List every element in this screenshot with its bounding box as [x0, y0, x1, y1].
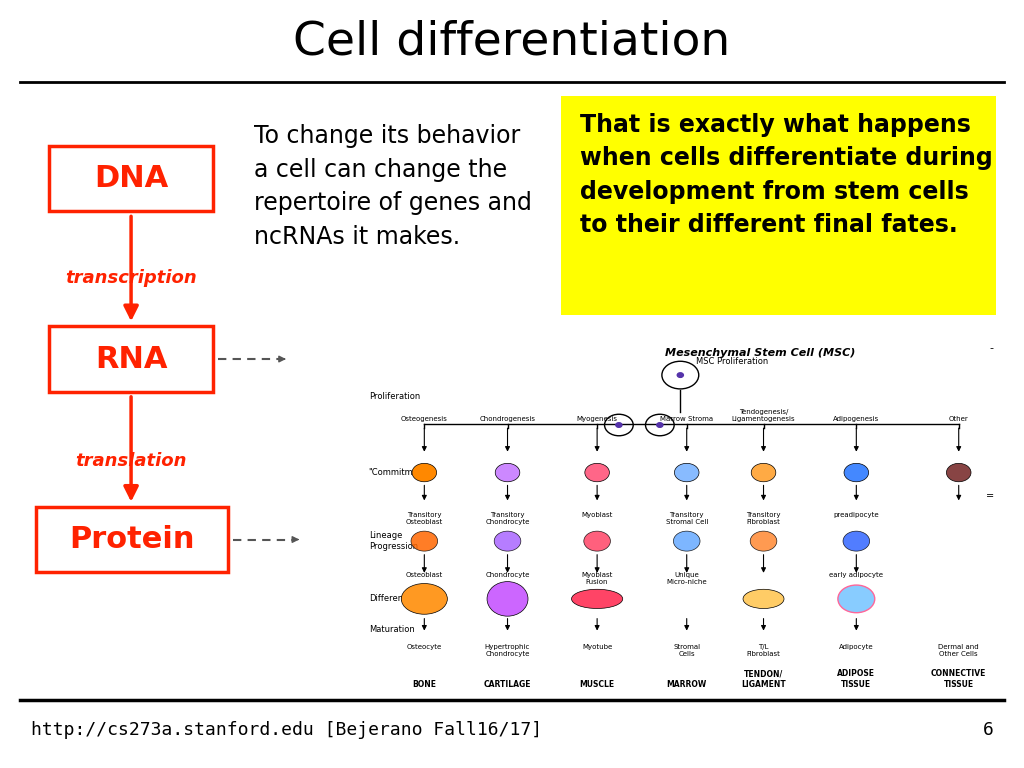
Text: Proliferation: Proliferation: [369, 392, 420, 401]
Text: Tendogenesis/
Ligamentogenesis: Tendogenesis/ Ligamentogenesis: [732, 409, 796, 422]
Text: MARROW: MARROW: [667, 680, 707, 689]
Circle shape: [843, 531, 869, 551]
Text: CARTILAGE: CARTILAGE: [483, 680, 531, 689]
Ellipse shape: [401, 584, 447, 614]
Text: Myoblast
Fusion: Myoblast Fusion: [582, 572, 612, 584]
Text: Transitory
Stromal Cell: Transitory Stromal Cell: [666, 512, 708, 525]
Circle shape: [584, 531, 610, 551]
Circle shape: [615, 422, 622, 427]
Text: Chondrogenesis: Chondrogenesis: [479, 416, 536, 422]
FancyBboxPatch shape: [49, 326, 213, 392]
Text: TENDON/
LIGAMENT: TENDON/ LIGAMENT: [741, 670, 785, 689]
Text: Differentiation: Differentiation: [369, 594, 430, 604]
Text: Myogenesis: Myogenesis: [577, 416, 617, 422]
Circle shape: [412, 463, 436, 482]
Text: Hypertrophic
Chondrocyte: Hypertrophic Chondrocyte: [484, 644, 530, 657]
Circle shape: [946, 463, 971, 482]
Text: early adipocyte: early adipocyte: [829, 572, 884, 578]
Text: 6: 6: [982, 720, 993, 739]
Text: BONE: BONE: [413, 680, 436, 689]
Text: ADIPOSE
TISSUE: ADIPOSE TISSUE: [838, 670, 876, 689]
Circle shape: [674, 531, 700, 551]
Text: Osteoblast: Osteoblast: [406, 572, 443, 578]
Text: preadipocyte: preadipocyte: [834, 512, 880, 518]
Ellipse shape: [487, 581, 528, 616]
FancyBboxPatch shape: [561, 96, 996, 315]
Text: T/L
Fibroblast: T/L Fibroblast: [746, 644, 780, 657]
Ellipse shape: [743, 589, 784, 608]
Circle shape: [495, 531, 521, 551]
Text: http://cs273a.stanford.edu [Bejerano Fall16/17]: http://cs273a.stanford.edu [Bejerano Fal…: [31, 720, 542, 739]
Text: Myotube: Myotube: [582, 644, 612, 650]
Text: That is exactly what happens
when cells differentiate during
development from st: That is exactly what happens when cells …: [580, 113, 992, 237]
Text: Other: Other: [949, 416, 969, 422]
Circle shape: [677, 372, 683, 377]
Text: translation: translation: [76, 452, 186, 470]
Text: "Commitment": "Commitment": [369, 468, 431, 477]
Text: Transitory
Fibroblast: Transitory Fibroblast: [746, 512, 780, 525]
Text: To change its behavior
a cell can change the
repertoire of genes and
ncRNAs it m: To change its behavior a cell can change…: [254, 124, 531, 249]
Circle shape: [838, 585, 874, 613]
Text: -: -: [990, 343, 994, 353]
Text: Lineage
Progression: Lineage Progression: [369, 531, 418, 551]
Text: Marrow Stroma: Marrow Stroma: [660, 416, 714, 422]
Text: transcription: transcription: [66, 269, 197, 287]
Text: Stromal
Cells: Stromal Cells: [673, 644, 700, 657]
Text: Osteogenesis: Osteogenesis: [400, 416, 447, 422]
Text: RNA: RNA: [95, 345, 167, 373]
Circle shape: [752, 463, 776, 482]
Text: Cell differentiation: Cell differentiation: [293, 20, 731, 65]
FancyBboxPatch shape: [49, 146, 213, 211]
Text: CONNECTIVE
TISSUE: CONNECTIVE TISSUE: [931, 670, 986, 689]
Text: Dermal and
Other Cells: Dermal and Other Cells: [938, 644, 979, 657]
Text: DNA: DNA: [94, 164, 168, 193]
Text: Myoblast: Myoblast: [582, 512, 612, 518]
Text: Adipogenesis: Adipogenesis: [834, 416, 880, 422]
Text: Transitory
Chondrocyte: Transitory Chondrocyte: [485, 512, 529, 525]
Text: Chondrocyte: Chondrocyte: [485, 572, 529, 578]
Circle shape: [675, 463, 699, 482]
Text: Transitory
Osteoblast: Transitory Osteoblast: [406, 512, 443, 525]
Text: Osteocyte: Osteocyte: [407, 644, 442, 650]
Text: Adipocyte: Adipocyte: [839, 644, 873, 650]
Circle shape: [751, 531, 777, 551]
Text: MSC Proliferation: MSC Proliferation: [695, 357, 768, 366]
Circle shape: [585, 463, 609, 482]
Text: Unique
Micro-niche: Unique Micro-niche: [667, 572, 707, 584]
FancyBboxPatch shape: [36, 507, 228, 572]
Circle shape: [656, 422, 663, 427]
Circle shape: [496, 463, 520, 482]
Text: Mesenchymal Stem Cell (MSC): Mesenchymal Stem Cell (MSC): [666, 348, 855, 358]
Text: MUSCLE: MUSCLE: [580, 680, 614, 689]
Text: Maturation: Maturation: [369, 625, 415, 634]
Circle shape: [411, 531, 437, 551]
Text: Protein: Protein: [70, 525, 195, 554]
Text: =: =: [986, 491, 994, 501]
Ellipse shape: [571, 589, 623, 608]
Circle shape: [844, 463, 868, 482]
